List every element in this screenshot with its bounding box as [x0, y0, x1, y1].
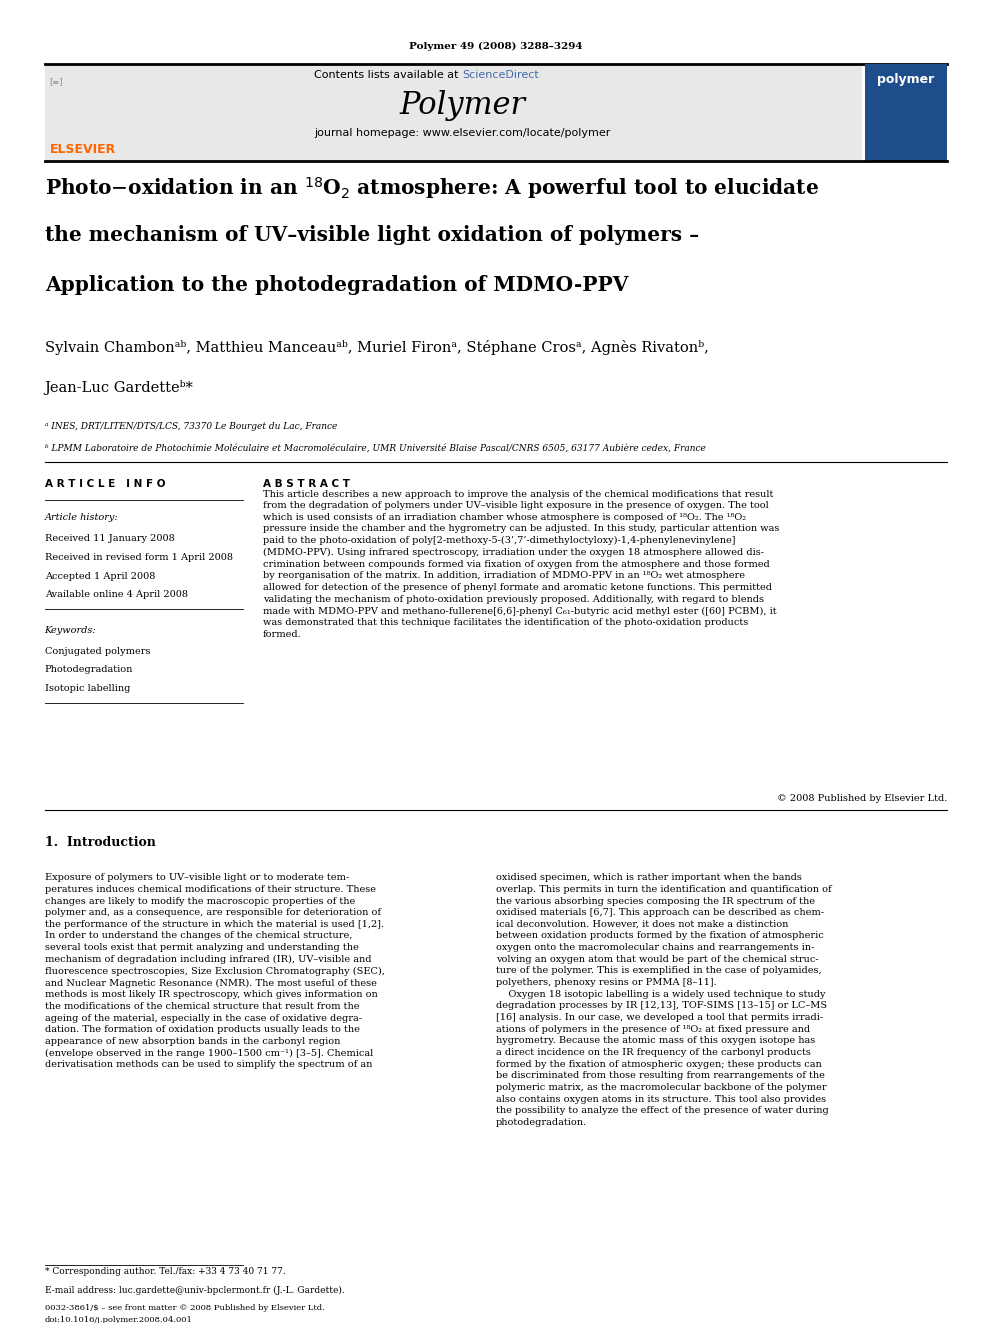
Text: * Corresponding author. Tel./fax: +33 4 73 40 71 77.: * Corresponding author. Tel./fax: +33 4 …	[45, 1267, 286, 1277]
Text: ᵇ LPMM Laboratoire de Photochimie Moléculaire et Macromoléculaire, UMR Universit: ᵇ LPMM Laboratoire de Photochimie Molécu…	[45, 443, 705, 452]
Text: © 2008 Published by Elsevier Ltd.: © 2008 Published by Elsevier Ltd.	[777, 794, 947, 803]
Text: Polymer 49 (2008) 3288–3294: Polymer 49 (2008) 3288–3294	[410, 42, 582, 52]
Text: polymer: polymer	[877, 73, 934, 86]
Text: the mechanism of UV–visible light oxidation of polymers –: the mechanism of UV–visible light oxidat…	[45, 225, 699, 245]
Text: Polymer: Polymer	[399, 90, 526, 120]
Text: oxidised specimen, which is rather important when the bands
overlap. This permit: oxidised specimen, which is rather impor…	[496, 873, 831, 1127]
Text: A B S T R A C T: A B S T R A C T	[263, 479, 350, 490]
Text: Article history:: Article history:	[45, 513, 118, 523]
Text: Exposure of polymers to UV–visible light or to moderate tem-
peratures induces c: Exposure of polymers to UV–visible light…	[45, 873, 385, 1069]
Text: Accepted 1 April 2008: Accepted 1 April 2008	[45, 572, 155, 581]
Text: 0032-3861/$ – see front matter © 2008 Published by Elsevier Ltd.: 0032-3861/$ – see front matter © 2008 Pu…	[45, 1304, 324, 1312]
Text: Sylvain Chambonᵃᵇ, Matthieu Manceauᵃᵇ, Muriel Fironᵃ, Stéphane Crosᵃ, Agnès Riva: Sylvain Chambonᵃᵇ, Matthieu Manceauᵃᵇ, M…	[45, 340, 708, 355]
Text: A R T I C L E   I N F O: A R T I C L E I N F O	[45, 479, 165, 490]
Text: ELSEVIER: ELSEVIER	[50, 143, 116, 156]
Text: Photodegradation: Photodegradation	[45, 665, 133, 675]
Text: Conjugated polymers: Conjugated polymers	[45, 647, 150, 656]
Text: Isotopic labelling: Isotopic labelling	[45, 684, 130, 693]
Text: Received in revised form 1 April 2008: Received in revised form 1 April 2008	[45, 553, 233, 562]
FancyBboxPatch shape	[865, 64, 947, 161]
Text: Received 11 January 2008: Received 11 January 2008	[45, 534, 175, 544]
Text: [≡]: [≡]	[50, 77, 63, 86]
Text: Contents lists available at: Contents lists available at	[314, 70, 462, 81]
FancyBboxPatch shape	[45, 64, 862, 161]
Text: doi:10.1016/j.polymer.2008.04.001: doi:10.1016/j.polymer.2008.04.001	[45, 1316, 192, 1323]
Text: Photo$-$oxidation in an $^{18}$O$_2$ atmosphere: A powerful tool to elucidate: Photo$-$oxidation in an $^{18}$O$_2$ atm…	[45, 175, 818, 201]
Text: ScienceDirect: ScienceDirect	[462, 70, 539, 81]
Text: Keywords:: Keywords:	[45, 626, 96, 635]
Text: This article describes a new approach to improve the analysis of the chemical mo: This article describes a new approach to…	[263, 490, 780, 639]
Text: 1.  Introduction: 1. Introduction	[45, 836, 156, 849]
Text: Jean-Luc Gardetteᵇ*: Jean-Luc Gardetteᵇ*	[45, 380, 193, 394]
Text: ᵃ INES, DRT/LITEN/DTS/LCS, 73370 Le Bourget du Lac, France: ᵃ INES, DRT/LITEN/DTS/LCS, 73370 Le Bour…	[45, 422, 337, 431]
Text: Application to the photodegradation of MDMO-PPV: Application to the photodegradation of M…	[45, 275, 628, 295]
Text: Available online 4 April 2008: Available online 4 April 2008	[45, 590, 187, 599]
Text: E-mail address: luc.gardette@univ-bpclermont.fr (J.-L. Gardette).: E-mail address: luc.gardette@univ-bpcler…	[45, 1286, 344, 1295]
Text: journal homepage: www.elsevier.com/locate/polymer: journal homepage: www.elsevier.com/locat…	[314, 128, 610, 139]
